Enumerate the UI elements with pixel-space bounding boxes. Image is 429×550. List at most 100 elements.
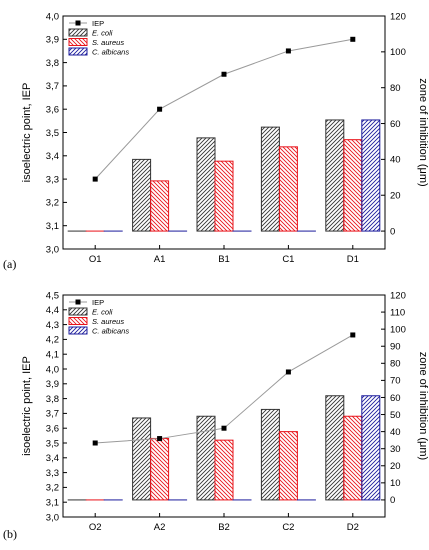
bar-c-albicans-d1: [361, 119, 381, 232]
iep-point-o1: [92, 176, 98, 182]
iep-point-c2: [285, 369, 291, 375]
y-tick-label: 3,5: [46, 438, 59, 449]
legend-swatch-e-coli: [68, 28, 88, 37]
legend-iep-label: IEP: [92, 298, 104, 307]
y-tick-label: 3,1: [46, 498, 59, 509]
y-tick-label: 4,5: [46, 290, 59, 301]
x-tick-label: B1: [218, 254, 230, 265]
y-tick-label: 3,7: [46, 81, 59, 92]
legend-swatch-s-aureus: [68, 38, 88, 46]
bar-e-coli-a2: [132, 417, 152, 501]
bar-s-aureus-a2: [150, 437, 170, 501]
x-tick-label: C1: [282, 254, 294, 265]
y2-axis-title: zone of inhibition (μm): [417, 352, 429, 460]
legend-swatch-c-albicans: [68, 47, 88, 56]
y-tick-label: 4,4: [46, 305, 59, 316]
y2-tick-label: 30: [390, 444, 401, 455]
y-tick-label: 3,0: [46, 512, 59, 523]
iep-point-a1: [157, 106, 163, 112]
y2-tick-label: 100: [390, 47, 406, 58]
y-tick-label: 3,5: [46, 128, 59, 139]
x-tick-label: D2: [347, 522, 359, 533]
y-tick-label: 3,4: [46, 453, 59, 464]
y-tick-label: 4,3: [46, 320, 59, 331]
x-tick-label: O1: [89, 254, 102, 265]
legend-swatch-c-albicans: [68, 326, 88, 335]
iep-line: [94, 38, 353, 180]
y-tick-label: 3,2: [46, 483, 59, 494]
iep-point-c1: [285, 48, 291, 54]
chart-panel-a: 3,0 3,1 3,2 3,3 3,4 3,5 3,6 3,7 3,8 3,9 4,0 0 20 40 60…: [3, 11, 429, 271]
iep-point-d2: [350, 332, 356, 338]
y-tick-label: 3,6: [46, 424, 59, 435]
y-tick-label: 4,2: [46, 335, 59, 346]
y-tick-label: 3,9: [46, 379, 59, 390]
iep-point-a2: [157, 436, 163, 442]
y-tick-label: 3,8: [46, 58, 59, 69]
legend-swatch-s-aureus: [68, 317, 88, 325]
chart-panel-b: 3,0 3,1 3,2 3,3 3,4 3,5 3,6 3,7 3,8 3,9 4,0 4,1 4,2 4…: [3, 290, 429, 541]
bar-e-coli-a1: [132, 158, 152, 232]
y-tick-label: 3,4: [46, 151, 59, 162]
y2-tick-label: 50: [390, 410, 401, 421]
y2-tick-label: 20: [390, 191, 401, 202]
y-tick-label: 3,3: [46, 468, 59, 479]
y2-tick-label: 70: [390, 376, 401, 387]
x-tick-label: C2: [282, 522, 294, 533]
y2-tick-label: 40: [390, 427, 401, 438]
legend-iep-marker: [75, 299, 81, 305]
y2-tick-label: 20: [390, 461, 401, 472]
x-tick-label: B2: [218, 522, 230, 533]
bar-s-aureus-b1: [214, 160, 234, 232]
legend-swatch-e-coli: [68, 307, 88, 316]
x-tick-label: A2: [154, 522, 166, 533]
y2-axis-title: zone of inhibition (μm): [417, 78, 429, 186]
x-tick-label: O2: [89, 522, 102, 533]
bar-s-aureus-d2: [343, 415, 363, 501]
bar-c-albicans-d2: [361, 395, 381, 501]
y2-tick-label: 100: [390, 324, 406, 335]
iep-point-d1: [350, 36, 356, 42]
bar-e-coli-d1: [325, 119, 345, 232]
y2-tick-label: 0: [390, 226, 395, 237]
iep-point-b2: [221, 425, 227, 431]
y-tick-label: 4,1: [46, 350, 59, 361]
y2-tick-label: 60: [390, 119, 401, 130]
bar-e-coli-b2: [196, 415, 216, 501]
iep-point-o2: [92, 440, 98, 446]
panel-label: (a): [3, 257, 16, 271]
legend-label-c-albicans: C. albicans: [92, 47, 129, 56]
x-tick-label: D1: [347, 254, 359, 265]
y-tick-label: 3,8: [46, 394, 59, 405]
y2-tick-label: 0: [390, 495, 395, 506]
bar-e-coli-c2: [260, 408, 280, 501]
legend-iep-marker: [75, 20, 81, 26]
y-tick-label: 3,3: [46, 174, 59, 185]
y2-tick-label: 120: [390, 290, 406, 301]
y2-tick-label: 120: [390, 11, 406, 22]
y-tick-label: 4,0: [46, 364, 59, 375]
y2-tick-label: 10: [390, 478, 401, 489]
legend-label-c-albicans: C. albicans: [92, 326, 129, 335]
legend-label-s-aureus: S. aureus: [92, 317, 124, 326]
y-axis-title: isoelectric point, IEP: [21, 83, 33, 183]
bar-s-aureus-c2: [278, 431, 298, 501]
y2-tick-label: 60: [390, 393, 401, 404]
iep-point-b1: [221, 71, 227, 77]
bar-s-aureus-a1: [150, 180, 170, 232]
y2-tick-label: 40: [390, 155, 401, 166]
y-tick-label: 3,2: [46, 198, 59, 209]
y-tick-label: 3,6: [46, 105, 59, 116]
bar-s-aureus-b2: [214, 439, 234, 501]
legend-label-e-coli: E. coli: [92, 307, 113, 316]
bar-s-aureus-d1: [343, 139, 363, 232]
y2-tick-label: 80: [390, 83, 401, 94]
x-tick-label: A1: [154, 254, 166, 265]
y-tick-label: 3,9: [46, 35, 59, 46]
panel-label: (b): [3, 527, 17, 541]
y2-tick-label: 90: [390, 342, 401, 353]
bar-e-coli-b1: [196, 137, 216, 232]
legend-iep-label: IEP: [92, 19, 104, 28]
legend-label-s-aureus: S. aureus: [92, 38, 124, 47]
